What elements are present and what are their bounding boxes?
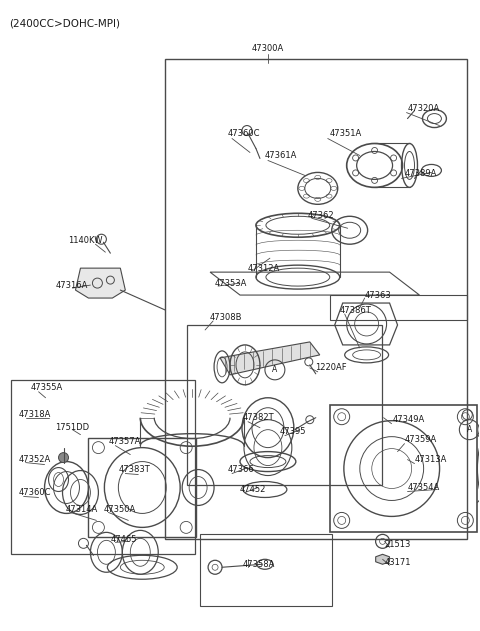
- Text: 47300A: 47300A: [252, 44, 284, 53]
- Text: 47383T: 47383T: [119, 465, 150, 474]
- Text: 47360C: 47360C: [228, 129, 261, 138]
- Text: 47318A: 47318A: [19, 410, 51, 419]
- Text: 47452: 47452: [240, 485, 266, 494]
- Text: 47313A: 47313A: [415, 455, 447, 464]
- Text: 47360C: 47360C: [19, 488, 51, 497]
- Bar: [11, 380, 195, 554]
- Text: 47312A: 47312A: [248, 264, 280, 273]
- Bar: [165, 59, 468, 540]
- Text: 47362: 47362: [308, 211, 335, 220]
- Text: 47366: 47366: [228, 465, 255, 474]
- Text: A: A: [467, 425, 472, 434]
- Text: 47351A: 47351A: [330, 129, 362, 138]
- Polygon shape: [220, 342, 320, 375]
- Text: 47350A: 47350A: [103, 505, 136, 514]
- Text: 47314A: 47314A: [65, 505, 98, 514]
- Text: 47395: 47395: [280, 427, 306, 436]
- Text: (2400CC>DOHC-MPI): (2400CC>DOHC-MPI): [9, 19, 120, 29]
- Bar: [187, 325, 382, 485]
- Text: A: A: [272, 365, 277, 374]
- Text: 47386T: 47386T: [340, 305, 372, 314]
- Text: 47357A: 47357A: [108, 437, 141, 446]
- Text: 47355A: 47355A: [31, 383, 63, 392]
- Text: 47349A: 47349A: [393, 415, 425, 424]
- Text: 47389A: 47389A: [405, 169, 437, 178]
- Bar: [200, 534, 332, 606]
- Text: 21513: 21513: [384, 540, 411, 549]
- Text: 47382T: 47382T: [243, 413, 275, 422]
- Text: 47465: 47465: [110, 535, 137, 544]
- Text: 47361A: 47361A: [265, 151, 297, 160]
- Bar: [88, 438, 196, 538]
- Text: 47359A: 47359A: [405, 435, 437, 444]
- Text: 43171: 43171: [384, 558, 411, 567]
- Text: 47352A: 47352A: [19, 455, 51, 464]
- Circle shape: [59, 452, 69, 463]
- Text: 47316A: 47316A: [56, 281, 88, 290]
- Text: 47308B: 47308B: [210, 314, 242, 322]
- Text: 1140KW: 1140KW: [69, 236, 103, 245]
- Bar: [330, 404, 477, 533]
- Text: 47354A: 47354A: [408, 483, 440, 492]
- Text: 47353A: 47353A: [215, 279, 248, 288]
- Text: 1751DD: 1751DD: [56, 423, 90, 432]
- Text: 47358A: 47358A: [243, 560, 276, 569]
- Text: 1220AF: 1220AF: [315, 363, 347, 372]
- Text: 47363: 47363: [365, 290, 391, 300]
- Polygon shape: [75, 268, 125, 298]
- Polygon shape: [376, 554, 389, 564]
- Text: 47320A: 47320A: [408, 104, 440, 113]
